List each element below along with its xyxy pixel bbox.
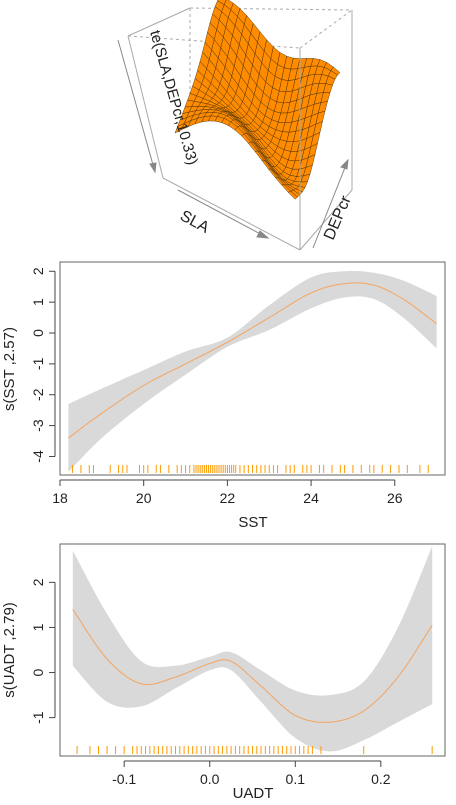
surface-xlabel: SLA — [177, 208, 212, 237]
y-tick-label: 2 — [30, 267, 46, 275]
uadt-y-axis: 2 1 0 -1 — [30, 578, 56, 724]
y-tick-label: 0 — [30, 329, 46, 337]
surface-axis-arrows — [117, 39, 349, 249]
sst-rug — [72, 465, 429, 473]
sst-y-axis: 2 1 0 -1 -2 -3 -4 — [30, 267, 56, 463]
sst-smooth-line — [68, 282, 437, 439]
surface-facet — [287, 190, 298, 200]
surface-box-front — [127, 10, 353, 251]
x-tick-label: 20 — [136, 490, 152, 506]
x-tick-label: 18 — [52, 490, 68, 506]
uadt-ylabel: s(UADT ,2.79) — [1, 602, 18, 698]
y-tick-label: 2 — [30, 578, 46, 586]
x-tick-label: -0.1 — [112, 771, 136, 787]
sst-plot-frame — [59, 261, 446, 476]
x-tick-label: 0.2 — [371, 771, 391, 787]
x-tick-label: 0.0 — [200, 771, 220, 787]
y-tick-label: -2 — [30, 388, 46, 401]
sst-panel: 18 20 22 24 26 2 1 0 -1 -2 -3 -4 SST s(SST ,2.57) — [1, 261, 446, 531]
sst-xlabel: SST — [238, 514, 267, 531]
x-tick-label: 26 — [387, 490, 403, 506]
surface-panel: te(SLA,DEPcr,10.33) SLA DEPcr — [117, 0, 355, 251]
y-tick-label: 1 — [30, 298, 46, 306]
x-tick-label: 0.1 — [286, 771, 306, 787]
x-tick-label: 24 — [303, 490, 319, 506]
y-tick-label: -1 — [30, 711, 46, 724]
y-tick-label: -1 — [30, 357, 46, 370]
y-tick-label: 0 — [30, 668, 46, 676]
uadt-plot-frame — [59, 543, 446, 757]
y-tick-label: -4 — [30, 450, 46, 463]
uadt-confidence-band — [72, 546, 433, 752]
surface-mesh — [174, 0, 341, 200]
y-tick-label: -3 — [30, 419, 46, 432]
uadt-x-axis: -0.1 0.0 0.1 0.2 — [112, 760, 391, 787]
uadt-panel: -0.1 0.0 0.1 0.2 2 1 0 -1 UADT s(UADT ,2.79) — [1, 543, 446, 802]
sst-ylabel: s(SST ,2.57) — [1, 327, 18, 411]
surface-ylabel: DEPcr — [321, 193, 355, 243]
x-tick-label: 22 — [220, 490, 236, 506]
uadt-xlabel: UADT — [233, 785, 274, 802]
sst-x-axis: 18 20 22 24 26 — [52, 479, 403, 506]
sst-confidence-band — [68, 271, 437, 472]
uadt-smooth-line — [72, 609, 433, 723]
uadt-rug — [76, 746, 433, 754]
y-tick-label: 1 — [30, 623, 46, 631]
